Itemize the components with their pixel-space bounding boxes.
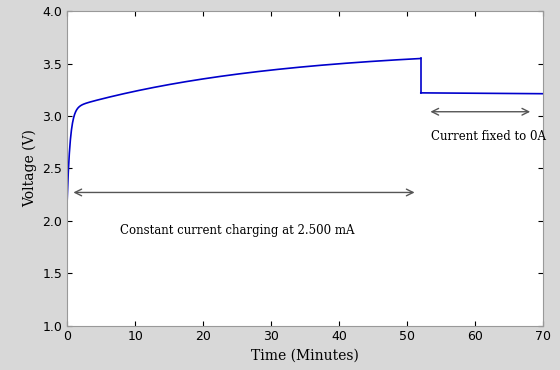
Text: Constant current charging at 2.500 mA: Constant current charging at 2.500 mA (120, 224, 354, 237)
Text: Current fixed to 0A: Current fixed to 0A (431, 130, 547, 142)
X-axis label: Time (Minutes): Time (Minutes) (251, 349, 359, 363)
Y-axis label: Voltage (V): Voltage (V) (22, 130, 37, 207)
